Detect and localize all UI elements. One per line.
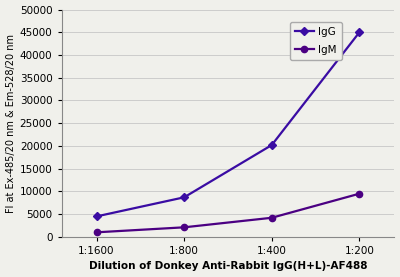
IgM	[357, 192, 362, 195]
Legend: IgG, IgM: IgG, IgM	[290, 22, 342, 60]
IgM	[269, 216, 274, 219]
IgG	[182, 196, 186, 199]
IgM	[94, 231, 99, 234]
IgM	[182, 226, 186, 229]
Line: IgM: IgM	[94, 191, 362, 235]
X-axis label: Dilution of Donkey Anti-Rabbit IgG(H+L)-AF488: Dilution of Donkey Anti-Rabbit IgG(H+L)-…	[89, 261, 367, 271]
IgG	[94, 215, 99, 218]
IgG	[269, 143, 274, 147]
Y-axis label: Fl at Ex-485/20 nm & Em-528/20 nm: Fl at Ex-485/20 nm & Em-528/20 nm	[6, 34, 16, 213]
Line: IgG: IgG	[94, 29, 362, 220]
IgG	[357, 31, 362, 34]
